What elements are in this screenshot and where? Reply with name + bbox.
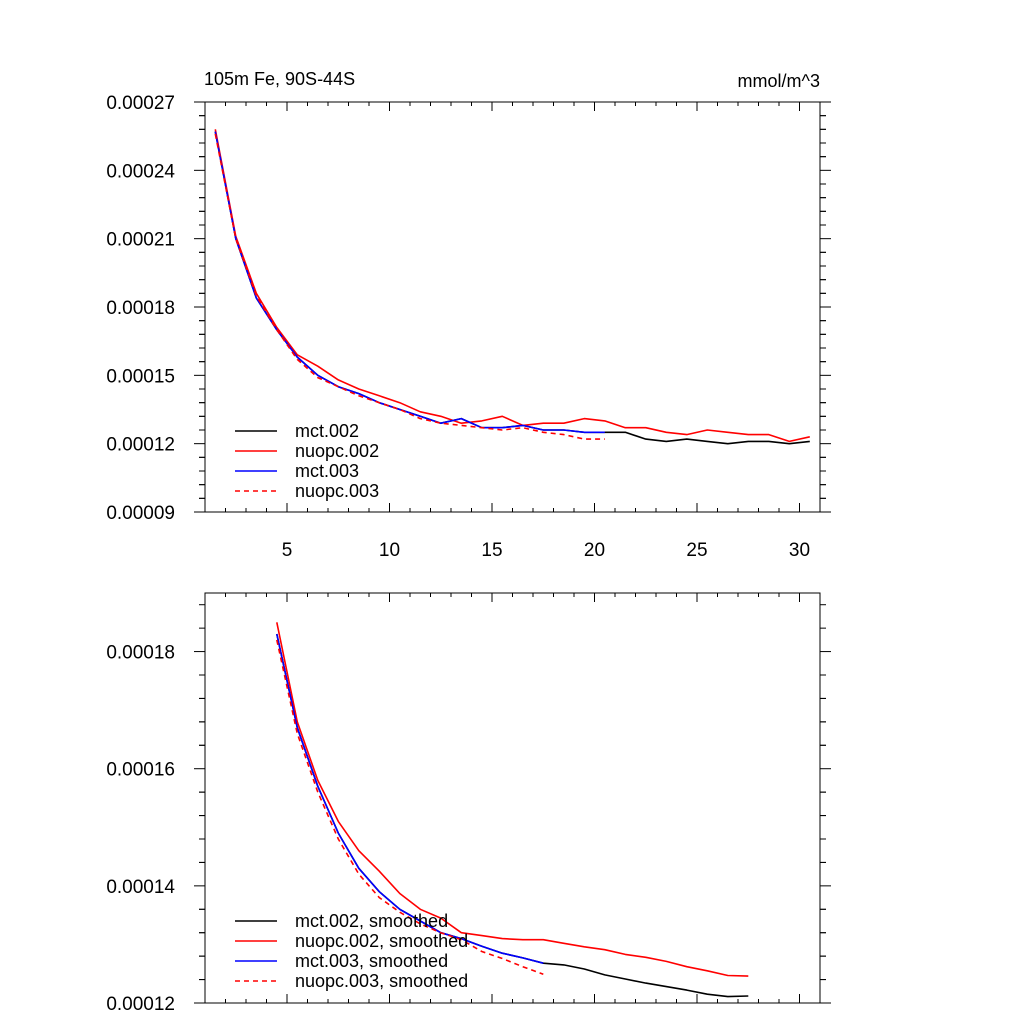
legend-label: nuopc.003 xyxy=(295,481,379,501)
legend-label: nuopc.002 xyxy=(295,441,379,461)
legend-label: nuopc.002, smoothed xyxy=(295,931,468,951)
series-line-nuopc-003 xyxy=(214,133,605,440)
y-tick-label: 0.00018 xyxy=(106,298,175,319)
x-tick-label: 15 xyxy=(481,540,502,561)
top-panel-frame xyxy=(204,101,821,513)
legend-label: nuopc.003, smoothed xyxy=(295,971,468,991)
legend-label: mct.002 xyxy=(295,421,359,441)
y-tick-label: 0.00018 xyxy=(106,643,175,664)
series-line-nuopc-002 xyxy=(214,129,810,443)
top-panel-series xyxy=(214,129,810,445)
y-tick-label: 0.00027 xyxy=(106,93,175,114)
top-panel-ticks: 5 10 15 20 25 30 0.00009 0.00012 0.00015 0.00018 0… xyxy=(106,93,831,561)
bottom-panel-frame xyxy=(204,592,821,1004)
bottom-panel-ticks: 0.00012 0.00014 0.00016 0.00018 xyxy=(106,593,831,1015)
y-tick-label: 0.00015 xyxy=(106,366,175,387)
top-panel: 105m Fe, 90S-44S mmol/m^3 5 10 15 20 25 30 0.0… xyxy=(106,69,831,561)
y-tick-label: 0.00009 xyxy=(106,503,175,524)
x-tick-label: 10 xyxy=(379,540,400,561)
y-tick-label: 0.00014 xyxy=(106,877,175,898)
series-line-mct-003-smoothed xyxy=(276,633,544,964)
series-line-nuopc-003-smoothed xyxy=(276,639,544,976)
legend-label: mct.002, smoothed xyxy=(295,911,448,931)
y-tick-label: 0.00012 xyxy=(106,994,175,1015)
legend-label: mct.003 xyxy=(295,461,359,481)
legend-label: mct.003, smoothed xyxy=(295,951,448,971)
top-panel-units: mmol/m^3 xyxy=(738,71,820,91)
bottom-panel: 0.00012 0.00014 0.00016 0.00018 mct.002, sm… xyxy=(106,592,831,1015)
y-tick-label: 0.00012 xyxy=(106,435,175,456)
x-tick-label: 30 xyxy=(789,540,810,561)
series-line-mct-003 xyxy=(214,131,605,434)
top-panel-title: 105m Fe, 90S-44S xyxy=(204,69,355,89)
series-line-nuopc-002-smoothed xyxy=(276,622,749,977)
y-tick-label: 0.00016 xyxy=(106,760,175,781)
x-tick-label: 5 xyxy=(282,540,293,561)
bottom-panel-series xyxy=(276,622,749,998)
series-line-mct-002 xyxy=(214,131,810,445)
x-tick-label: 25 xyxy=(686,540,707,561)
y-tick-label: 0.00021 xyxy=(106,230,175,251)
y-tick-label: 0.00024 xyxy=(106,161,175,182)
x-tick-label: 20 xyxy=(584,540,605,561)
